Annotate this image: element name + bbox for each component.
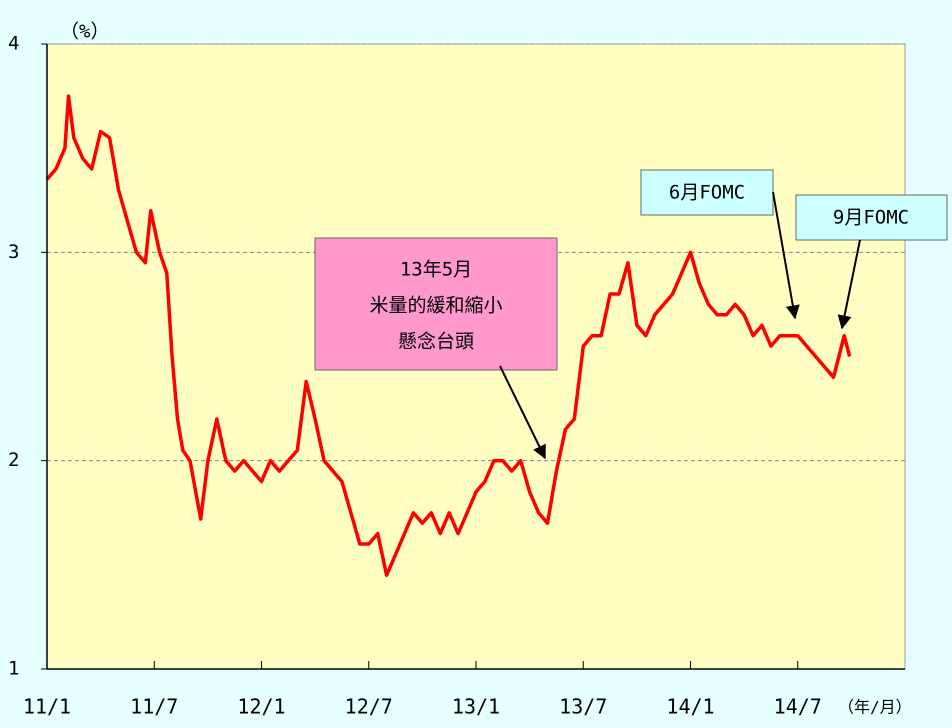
annotation-arrow [499,365,546,460]
x-tick-label: 11/7 [130,695,178,719]
annotation: 6月FOMC [640,169,800,320]
x-tick-label: 14/7 [774,695,822,719]
annotation-text: 米量的緩和縮小 [369,295,502,317]
annotation-text: 13年5月 [400,259,472,281]
x-unit-label: （年/月） [838,698,912,717]
annotation-box [795,194,948,241]
y-tick-label: 4 [8,33,19,55]
y-tick-label: 3 [8,241,19,263]
x-tick-label: 12/7 [345,695,393,719]
annotation-text: 6月FOMC [669,182,745,204]
x-tick-label: 13/7 [559,695,607,719]
x-tick-label: 14/1 [666,695,714,719]
y-tick-label: 1 [8,658,19,680]
annotation-arrow [837,239,861,330]
annotation-box [640,169,774,216]
annotation-text: 懸念台頭 [398,330,474,353]
y-unit-label: （%） [60,21,109,43]
annotation-box [314,237,558,371]
x-tick-label: 11/1 [23,695,71,719]
annotation-text: 9月FOMC [833,207,909,229]
x-tick-label: 13/1 [452,695,500,719]
y-tick-label: 2 [8,449,19,471]
annotation: 9月FOMC [795,194,948,330]
data-line [45,94,852,578]
annotation-arrow [772,191,800,320]
x-tick-label: 12/1 [237,695,285,719]
annotation: 13年5月 米量的緩和縮小 懸念台頭 [314,237,558,460]
